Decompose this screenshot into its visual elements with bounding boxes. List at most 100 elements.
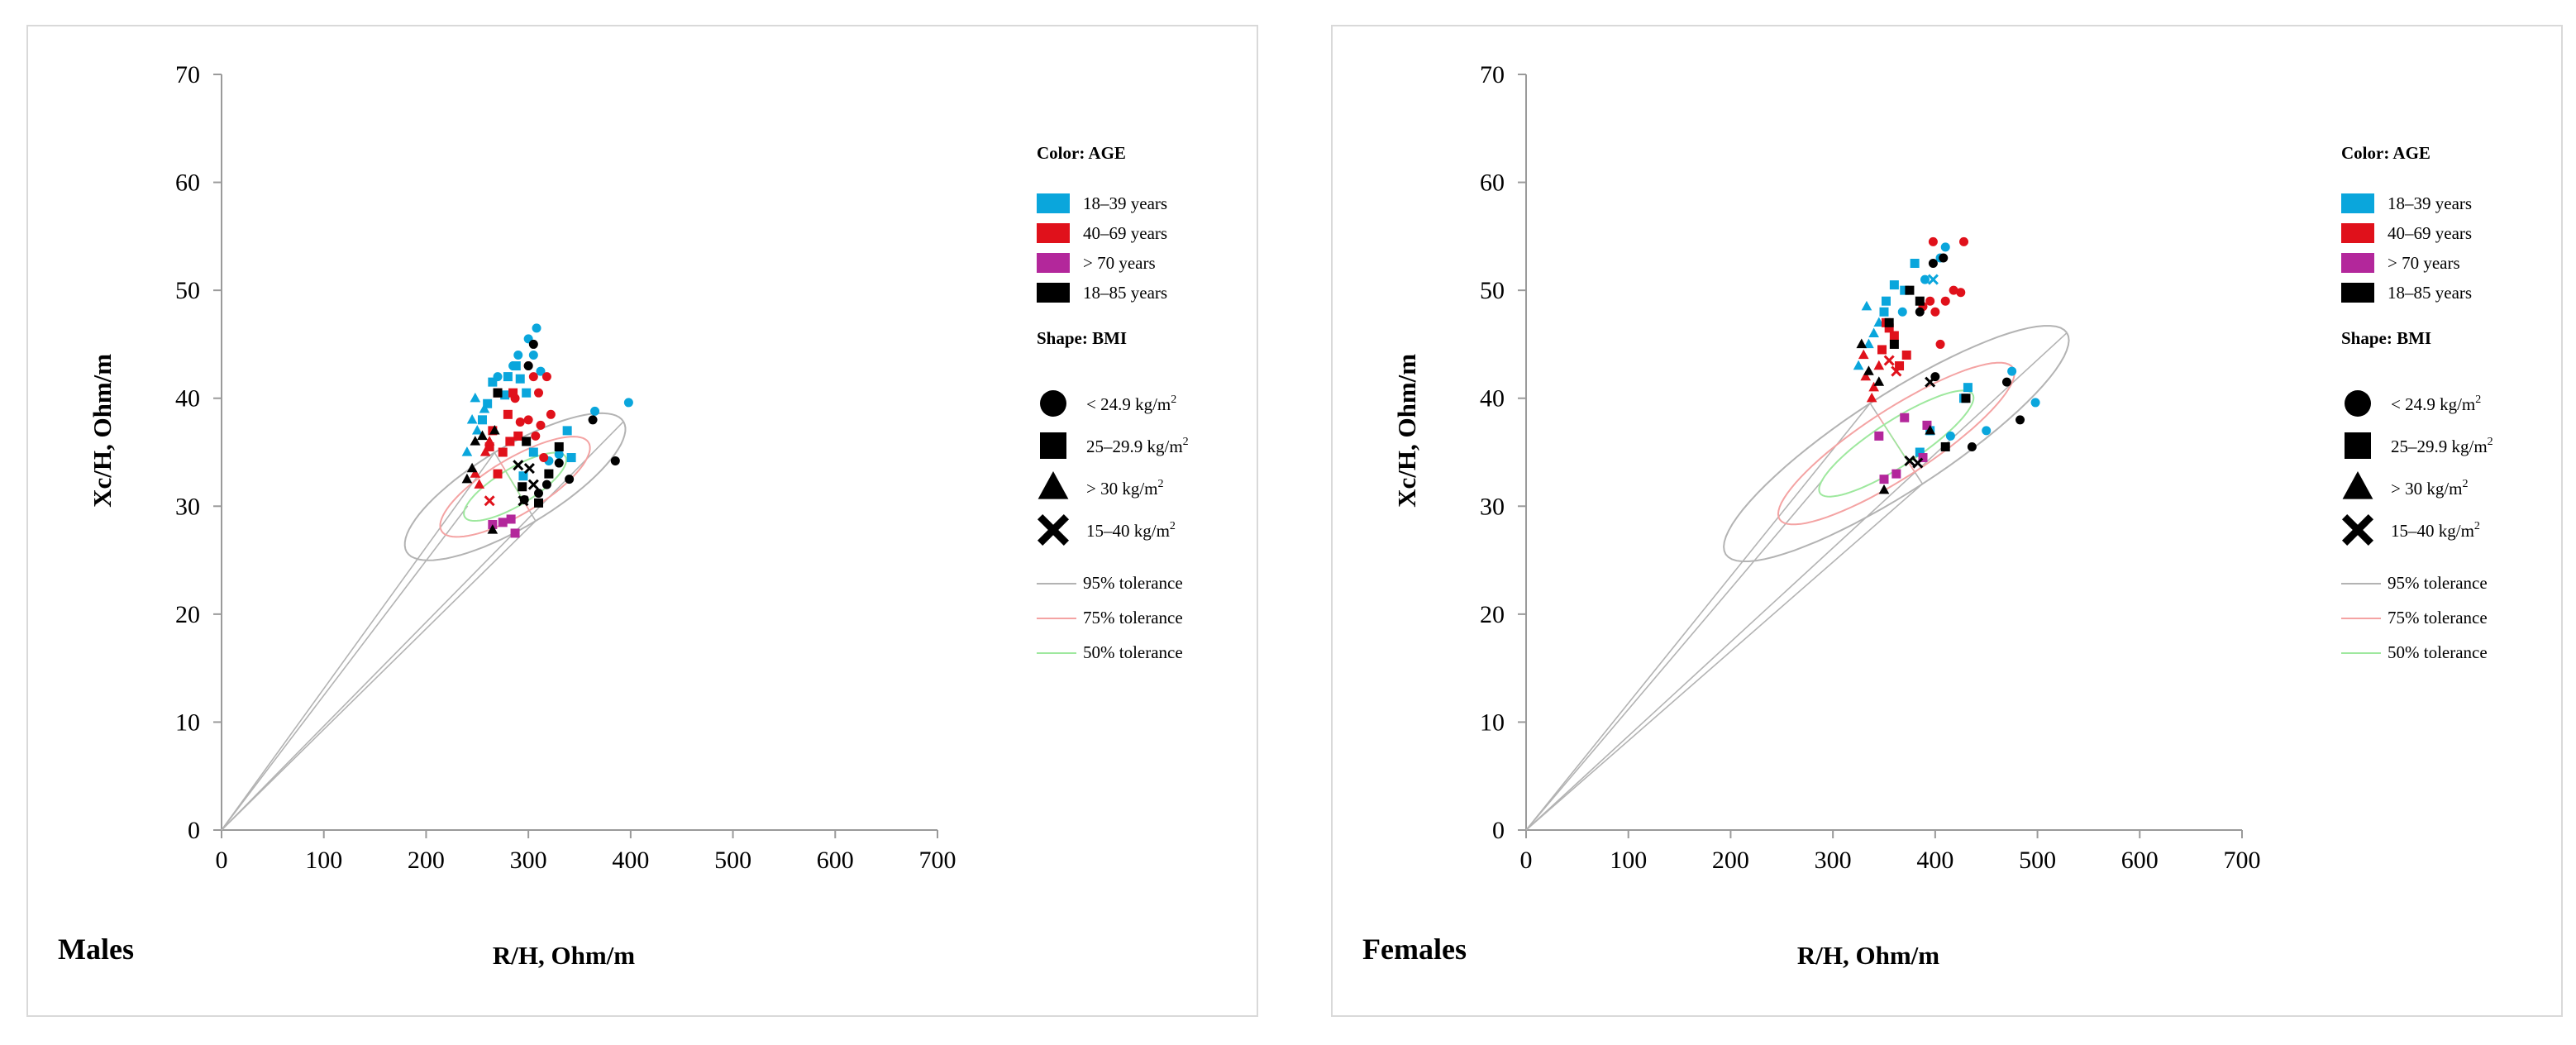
- data-point-circle: [610, 456, 620, 465]
- tolerance-ellipse-75: [1777, 361, 2015, 526]
- legend-color-label: 18–39 years: [2388, 193, 2472, 213]
- legend-line-label: 50% tolerance: [1083, 642, 1183, 662]
- data-point-square: [522, 388, 532, 398]
- data-point-circle: [1928, 236, 1938, 246]
- data-point-circle: [1925, 296, 1935, 306]
- legend-line-label: 95% tolerance: [1083, 573, 1183, 593]
- data-point-square: [513, 431, 523, 441]
- legend-shape-cross: [2341, 513, 2374, 546]
- y-tick-label: 20: [1480, 601, 1505, 628]
- tolerance-ellipse-75: [439, 436, 591, 538]
- data-point-circle: [523, 361, 533, 371]
- data-point-triangle: [1925, 425, 1935, 435]
- data-point-circle: [528, 339, 538, 349]
- data-point-circle: [1945, 431, 1955, 441]
- x-tick-label: 100: [1610, 847, 1647, 874]
- data-point-square: [1889, 331, 1899, 341]
- x-tick-label: 500: [2019, 847, 2056, 874]
- legend-shape-circle: [1040, 390, 1066, 417]
- data-point-square: [1922, 420, 1932, 430]
- legend-shape-square: [2345, 432, 2371, 459]
- panel-label: Females: [1362, 933, 1467, 966]
- plot-area: 0 100 200 300 400 500 600 700 0 10 20 30 40 50 60 70 R/H…: [1362, 61, 2493, 970]
- data-point-square: [544, 469, 554, 479]
- legend-line-label: 95% tolerance: [2388, 573, 2488, 593]
- data-point-circle: [565, 475, 575, 484]
- ellipse-minor-axis: [1883, 424, 1910, 463]
- legend-color-swatch: [2341, 253, 2374, 273]
- y-tick-label: 10: [1480, 709, 1505, 736]
- x-tick-label: 400: [612, 847, 649, 874]
- legend-shape-label: 25–29.9 kg/m2: [1086, 436, 1189, 456]
- data-point-circle: [1982, 426, 1992, 436]
- legend-color-swatch: [2341, 283, 2374, 303]
- data-point-cross: [1925, 376, 1936, 388]
- data-point-circle: [536, 420, 546, 430]
- y-tick-label: 70: [1480, 61, 1505, 88]
- data-point-square: [506, 514, 516, 524]
- data-point-square: [493, 388, 503, 398]
- tolerance-ray: [1525, 332, 2068, 831]
- data-point-circle: [1939, 253, 1949, 263]
- legend-shape-square: [1040, 432, 1066, 459]
- scatter-chart-females: 0 100 200 300 400 500 600 700 0 10 20 30 40 50 60 70 R/H…: [1362, 61, 2493, 970]
- data-point-circle: [523, 415, 533, 425]
- data-point-circle: [546, 409, 556, 419]
- x-tick-label: 300: [510, 847, 547, 874]
- data-point-triangle: [479, 403, 490, 413]
- data-point-circle: [1915, 307, 1925, 317]
- data-point-triangle: [477, 430, 488, 441]
- legend-color-label: 18–85 years: [2388, 283, 2472, 303]
- data-point-circle: [554, 450, 564, 460]
- y-tick-label: 60: [1480, 169, 1505, 197]
- data-point-circle: [623, 398, 633, 408]
- x-tick-label: 700: [2224, 847, 2261, 874]
- data-point-triangle: [1873, 360, 1885, 370]
- data-point-circle: [1940, 242, 1950, 252]
- data-points: [1853, 236, 2040, 494]
- data-point-triangle: [474, 479, 485, 489]
- data-point-triangle: [1868, 381, 1879, 392]
- data-point-cross: [1904, 455, 1915, 466]
- x-tick-label: 500: [714, 847, 751, 874]
- data-point-square: [1891, 469, 1901, 479]
- legend-shape-title: Shape: BMI: [2341, 328, 2431, 348]
- data-point-square: [1874, 431, 1884, 441]
- chart-panel-females: 0 100 200 300 400 500 600 700 0 10 20 30 40 50 60 70 R/H…: [1331, 25, 2563, 1017]
- data-point-square: [484, 441, 494, 451]
- data-points: [461, 323, 633, 538]
- x-tick-label: 300: [1815, 847, 1852, 874]
- y-tick-label: 20: [175, 601, 200, 628]
- data-point-square: [1963, 383, 1973, 393]
- x-tick-label: 700: [919, 847, 956, 874]
- data-point-circle: [1949, 285, 1958, 295]
- legend-color-label: 40–69 years: [2388, 223, 2472, 243]
- data-point-square: [511, 361, 521, 371]
- data-point-circle: [2001, 377, 2011, 387]
- legend-color-swatch: [2341, 223, 2374, 243]
- data-point-square: [1901, 350, 1911, 360]
- data-point-triangle: [1863, 365, 1874, 375]
- data-point-triangle: [1868, 327, 1879, 338]
- data-point-circle: [1920, 274, 1930, 284]
- x-tick-label: 400: [1916, 847, 1953, 874]
- data-point-square: [522, 437, 532, 446]
- data-point-triangle: [461, 473, 473, 484]
- legend-color-title: Color: AGE: [1037, 143, 1126, 163]
- data-point-square: [1940, 441, 1950, 451]
- data-point-circle: [536, 366, 546, 376]
- panel-label: Males: [58, 933, 134, 966]
- legend-color-label: 18–85 years: [1083, 283, 1167, 303]
- y-axis-label: Xc/H, Ohm/m: [1392, 354, 1421, 508]
- data-point-circle: [513, 350, 523, 360]
- y-tick-label: 50: [1480, 277, 1505, 304]
- data-point-circle: [532, 323, 541, 333]
- x-tick-label: 200: [1712, 847, 1749, 874]
- data-point-square: [515, 374, 525, 384]
- data-point-circle: [1967, 441, 1977, 451]
- data-point-square: [505, 437, 515, 446]
- data-point-triangle: [466, 462, 478, 473]
- data-point-square: [1961, 394, 1971, 403]
- x-axis-label: R/H, Ohm/m: [1797, 941, 1939, 970]
- legend-color-swatch: [1037, 253, 1070, 273]
